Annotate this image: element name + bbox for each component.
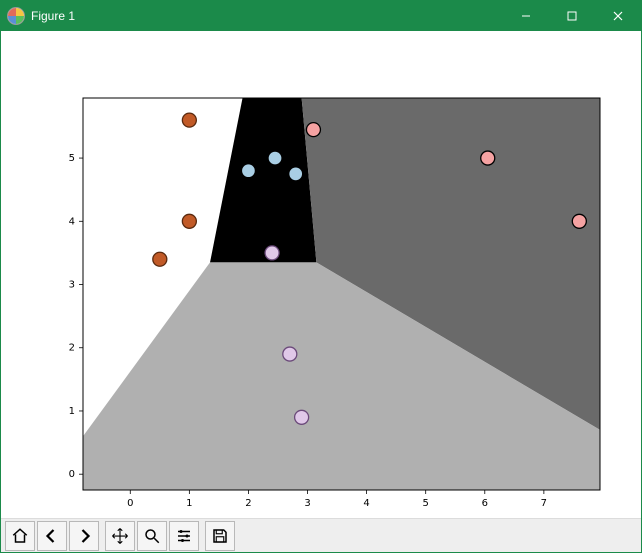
content-area: 0 1 2 3 4 5 6 7 0 1 2 3 4 5 (1, 31, 641, 552)
svg-text:4: 4 (363, 498, 369, 509)
figure-window: Figure 1 0 1 2 3 4 5 6 7 0 1 2 3 4 5 (0, 0, 642, 553)
mpl-toolbar (1, 518, 641, 552)
svg-text:6: 6 (482, 498, 488, 509)
back-button[interactable] (37, 521, 67, 551)
zoom-button[interactable] (137, 521, 167, 551)
pan-button[interactable] (105, 521, 135, 551)
svg-text:2: 2 (69, 343, 75, 354)
svg-text:7: 7 (541, 498, 547, 509)
home-button[interactable] (5, 521, 35, 551)
svg-text:5: 5 (423, 498, 429, 509)
svg-text:1: 1 (69, 406, 75, 417)
svg-text:3: 3 (304, 498, 310, 509)
plot-area[interactable]: 0 1 2 3 4 5 6 7 0 1 2 3 4 5 (1, 31, 641, 518)
minimize-button[interactable] (503, 1, 549, 31)
plot-svg: 0 1 2 3 4 5 6 7 0 1 2 3 4 5 (1, 31, 641, 518)
svg-text:5: 5 (69, 153, 75, 164)
window-title: Figure 1 (31, 9, 75, 23)
save-button[interactable] (205, 521, 235, 551)
app-icon (7, 7, 25, 25)
titlebar: Figure 1 (1, 1, 641, 31)
svg-text:3: 3 (69, 280, 75, 291)
svg-text:2: 2 (245, 498, 251, 509)
maximize-button[interactable] (549, 1, 595, 31)
svg-text:4: 4 (69, 216, 75, 227)
close-button[interactable] (595, 1, 641, 31)
svg-text:0: 0 (127, 498, 133, 509)
svg-text:0: 0 (69, 469, 75, 480)
forward-button[interactable] (69, 521, 99, 551)
svg-text:1: 1 (186, 498, 192, 509)
configure-button[interactable] (169, 521, 199, 551)
